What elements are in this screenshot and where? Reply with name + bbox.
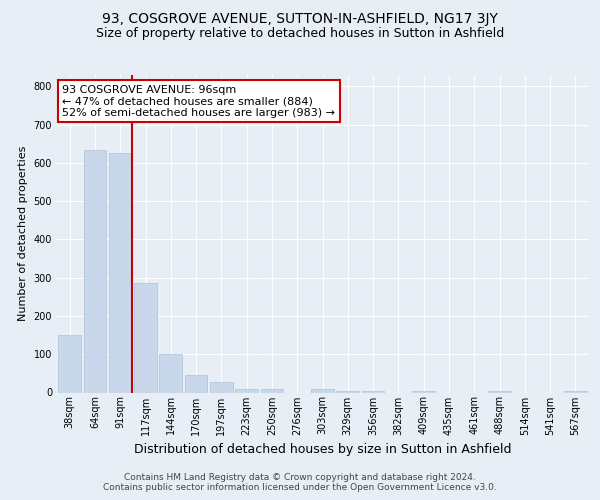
Bar xyxy=(235,388,258,392)
Text: Contains HM Land Registry data © Crown copyright and database right 2024.
Contai: Contains HM Land Registry data © Crown c… xyxy=(103,473,497,492)
Text: 93 COSGROVE AVENUE: 96sqm
← 47% of detached houses are smaller (884)
52% of semi: 93 COSGROVE AVENUE: 96sqm ← 47% of detac… xyxy=(62,84,335,117)
Bar xyxy=(564,390,587,392)
Y-axis label: Number of detached properties: Number of detached properties xyxy=(18,146,28,322)
Bar xyxy=(337,390,359,392)
X-axis label: Distribution of detached houses by size in Sutton in Ashfield: Distribution of detached houses by size … xyxy=(134,443,511,456)
Bar xyxy=(134,284,157,393)
Bar xyxy=(185,374,208,392)
Text: Size of property relative to detached houses in Sutton in Ashfield: Size of property relative to detached ho… xyxy=(96,28,504,40)
Bar xyxy=(311,388,334,392)
Bar xyxy=(362,390,385,392)
Bar xyxy=(210,382,233,392)
Text: 93, COSGROVE AVENUE, SUTTON-IN-ASHFIELD, NG17 3JY: 93, COSGROVE AVENUE, SUTTON-IN-ASHFIELD,… xyxy=(102,12,498,26)
Bar xyxy=(58,335,81,392)
Bar xyxy=(488,390,511,392)
Bar xyxy=(109,154,131,392)
Bar xyxy=(260,390,283,392)
Bar xyxy=(160,354,182,393)
Bar xyxy=(412,390,435,392)
Bar xyxy=(83,150,106,392)
